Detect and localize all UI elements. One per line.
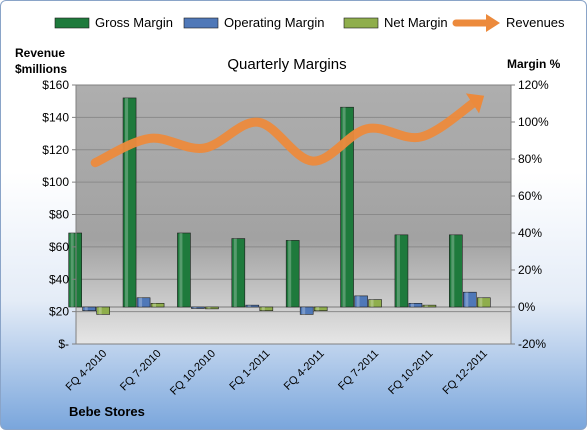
gross-margin-bar-highlight bbox=[288, 240, 292, 307]
gross-margin-bar bbox=[122, 97, 137, 308]
right-tick-label: 0% bbox=[518, 300, 536, 314]
operating-margin-bar bbox=[245, 304, 260, 308]
operating-margin-bar bbox=[354, 295, 368, 308]
operating-margin-bar-highlight bbox=[84, 307, 88, 311]
gross-margin-bar bbox=[68, 232, 82, 308]
gross-margin-bar bbox=[340, 106, 354, 308]
net-margin-bar bbox=[422, 304, 437, 308]
left-tick-label: $40 bbox=[49, 272, 69, 286]
operating-margin-bar-highlight bbox=[356, 295, 360, 307]
left-tick-label: $- bbox=[58, 337, 69, 351]
net-margin-bar-highlight bbox=[207, 307, 211, 309]
right-tick-label: 80% bbox=[518, 152, 542, 166]
net-margin-bar bbox=[96, 306, 110, 315]
net-margin-bar-highlight bbox=[98, 307, 102, 315]
operating-margin-bar-highlight bbox=[410, 303, 414, 307]
category-label: FQ 7-2011 bbox=[336, 348, 381, 393]
operating-margin-bar bbox=[191, 306, 205, 309]
operating-margin-bar-highlight bbox=[139, 297, 143, 307]
operating-margin-bar-highlight bbox=[193, 307, 197, 309]
gross-margin-bar-highlight bbox=[396, 234, 400, 307]
net-margin-bar-highlight bbox=[316, 307, 320, 311]
revenues-arrowhead bbox=[465, 93, 485, 114]
category-label: FQ 4-2011 bbox=[282, 348, 327, 393]
net-margin-bar bbox=[368, 299, 382, 308]
gross-margin-bar bbox=[449, 234, 463, 308]
net-margin-bar bbox=[313, 306, 328, 311]
revenues-legend-label: Revenues bbox=[506, 15, 565, 30]
category-label: FQ 10-2010 bbox=[168, 348, 218, 398]
left-tick-label: $160 bbox=[42, 78, 69, 92]
operating-margin-bar-highlight bbox=[302, 307, 306, 315]
left-tick-label: $120 bbox=[42, 143, 69, 157]
gross-margin-bar bbox=[231, 238, 246, 308]
left-axis-title: Revenue $millions bbox=[15, 46, 68, 76]
right-tick-label: 40% bbox=[518, 226, 542, 240]
gross-margin-bar-highlight bbox=[70, 233, 74, 307]
net-margin-bar-highlight bbox=[424, 305, 428, 307]
net-margin-bar bbox=[477, 297, 491, 308]
chart-title: Quarterly Margins bbox=[227, 56, 346, 73]
operating-margin-bar bbox=[463, 291, 477, 308]
net-margin-bar bbox=[150, 302, 165, 308]
gross-margin-bar-highlight bbox=[233, 238, 237, 307]
operating-margin-bar-highlight bbox=[247, 305, 251, 307]
footer-label: Bebe Stores bbox=[69, 404, 145, 419]
left-axis-title-line-1: Revenue bbox=[15, 46, 65, 60]
category-label: FQ 7-2010 bbox=[118, 348, 164, 394]
revenues-legend-arrow bbox=[486, 14, 500, 32]
operating-margin-bar-highlight bbox=[465, 292, 469, 307]
gross-margin-bar bbox=[285, 240, 300, 308]
net-margin-bar bbox=[205, 306, 219, 310]
revenues-line bbox=[90, 96, 481, 168]
right-axis-title: Margin % bbox=[507, 57, 561, 71]
gross-margin-bar-highlight bbox=[451, 234, 455, 307]
left-axis-title-line-2: $millions bbox=[15, 62, 67, 76]
net-margin-bar-highlight bbox=[153, 303, 157, 307]
net-margin-bar-highlight bbox=[261, 307, 265, 311]
category-label: FQ 10-2011 bbox=[386, 348, 435, 397]
net-margin-bar-highlight bbox=[370, 299, 374, 307]
net-margin-bar-highlight bbox=[479, 297, 483, 307]
category-label: FQ 4-2010 bbox=[64, 348, 110, 394]
operating-margin-bar bbox=[82, 306, 96, 311]
gross-margin-bar-highlight bbox=[342, 107, 346, 307]
gross-margin-bar bbox=[177, 232, 191, 308]
operating-margin-legend-label: Operating Margin bbox=[224, 15, 324, 30]
gross-margin-bar bbox=[394, 234, 409, 308]
legend: Gross Margin Operating Margin Net Margin Re… bbox=[54, 14, 565, 32]
category-label: FQ 1-2011 bbox=[227, 348, 272, 393]
right-tick-label: 60% bbox=[518, 189, 542, 203]
right-tick-label: 100% bbox=[518, 115, 549, 129]
operating-margin-bar bbox=[299, 306, 314, 315]
category-label: FQ 12-2011 bbox=[441, 348, 490, 397]
net-margin-legend-label: Net Margin bbox=[384, 15, 448, 30]
operating-margin-legend-swatch bbox=[183, 17, 219, 29]
left-tick-label: $80 bbox=[49, 208, 69, 222]
net-margin-bar bbox=[259, 306, 274, 311]
right-tick-label: -20% bbox=[518, 337, 546, 351]
gross-margin-legend-label: Gross Margin bbox=[95, 15, 173, 30]
net-margin-legend-swatch bbox=[343, 17, 379, 29]
left-tick-label: $100 bbox=[42, 175, 69, 189]
gross-margin-legend-swatch bbox=[54, 17, 90, 29]
left-tick-label: $20 bbox=[49, 305, 69, 319]
operating-margin-bar bbox=[136, 297, 151, 308]
gross-margin-bar-highlight bbox=[125, 97, 129, 307]
right-tick-label: 120% bbox=[518, 78, 549, 92]
gross-margin-bar-highlight bbox=[179, 233, 183, 307]
right-tick-label: 20% bbox=[518, 263, 542, 277]
left-tick-label: $60 bbox=[49, 240, 69, 254]
operating-margin-bar bbox=[408, 302, 423, 308]
left-tick-label: $140 bbox=[42, 110, 69, 124]
